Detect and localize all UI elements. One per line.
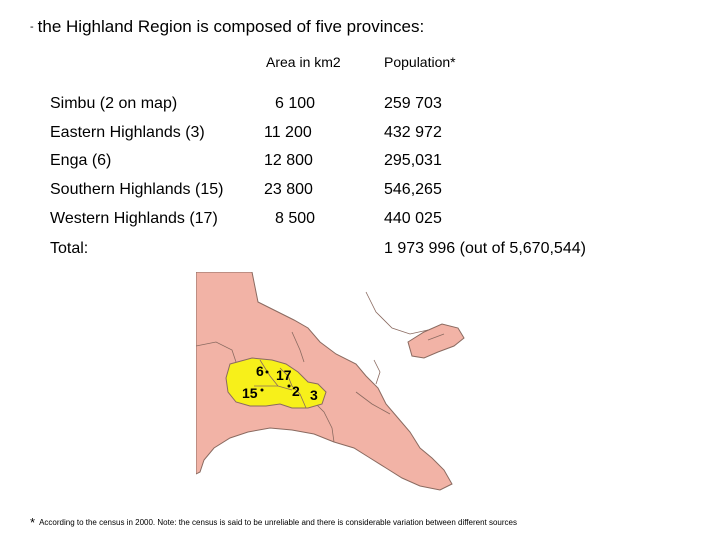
heading-dash: -	[30, 21, 34, 33]
row-population-eastern-highlands: 432 972	[384, 124, 442, 141]
map-label-southern-highlands: 15	[242, 385, 258, 401]
png-highlands-map: 6 17 15 2 3	[196, 272, 465, 491]
row-name-eastern-highlands: Eastern Highlands (3)	[50, 124, 205, 141]
province-border-line	[254, 385, 293, 391]
heading-text: the Highland Region is composed of five …	[37, 17, 425, 36]
coast-line	[365, 291, 429, 335]
map-dot	[287, 384, 291, 388]
footnote-star: *	[30, 515, 36, 530]
mainland-region	[196, 272, 453, 491]
total-population: 1 973 996 (out of 5,670,544)	[384, 240, 586, 257]
province-border-line	[279, 367, 301, 395]
map-label-enga: 6	[256, 363, 264, 379]
row-population-enga: 295,031	[384, 152, 442, 169]
row-area-enga: 12 800	[264, 152, 313, 169]
province-border-line	[259, 359, 279, 387]
row-population-southern-highlands: 546,265	[384, 181, 442, 198]
row-area-western-highlands: 8 500	[275, 210, 316, 227]
footnote: * According to the census in 2000. Note: …	[30, 515, 517, 530]
column-header-population: Population*	[384, 54, 456, 70]
province-border-line	[427, 333, 445, 341]
row-name-simbu: Simbu (2 on map)	[50, 95, 178, 112]
column-header-area: Area in km2	[266, 54, 341, 70]
coast-line	[373, 359, 381, 385]
province-border-line	[291, 331, 305, 363]
total-label: Total:	[50, 240, 89, 257]
province-border-line	[355, 391, 391, 415]
row-population-western-highlands: 440 025	[384, 210, 442, 227]
map-dot	[260, 388, 264, 392]
province-border-line	[196, 341, 237, 363]
row-population-simbu: 259 703	[384, 95, 442, 112]
new-britain-island	[407, 323, 465, 359]
row-name-southern-highlands: Southern Highlands (15)	[50, 181, 224, 198]
province-border-line	[313, 401, 335, 443]
row-name-enga: Enga (6)	[50, 152, 112, 169]
row-area-simbu: 6 100	[275, 95, 316, 112]
footnote-text: According to the census in 2000. Note: t…	[39, 518, 517, 527]
row-area-southern-highlands: 23 800	[264, 181, 313, 198]
map-label-eastern-highlands: 3	[310, 387, 318, 403]
map-label-western-highlands: 17	[276, 367, 292, 383]
heading: - the Highland Region is composed of five…	[30, 17, 424, 37]
row-name-western-highlands: Western Highlands (17)	[50, 210, 218, 227]
map-label-simbu: 2	[292, 383, 300, 399]
row-area-eastern-highlands: 11 200	[264, 124, 312, 141]
map-dot	[265, 370, 269, 374]
province-border-line	[299, 393, 307, 409]
